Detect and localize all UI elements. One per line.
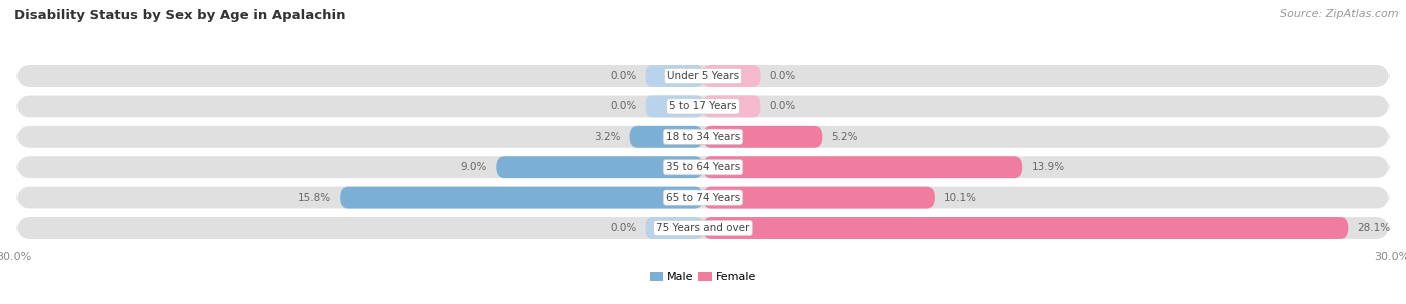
FancyBboxPatch shape [17,126,1389,148]
FancyBboxPatch shape [17,217,1389,239]
FancyBboxPatch shape [645,65,703,87]
Text: 18 to 34 Years: 18 to 34 Years [666,132,740,142]
Text: 0.0%: 0.0% [610,71,637,81]
Legend: Male, Female: Male, Female [645,267,761,287]
Text: 5 to 17 Years: 5 to 17 Years [669,102,737,111]
Text: 3.2%: 3.2% [593,132,620,142]
Text: Disability Status by Sex by Age in Apalachin: Disability Status by Sex by Age in Apala… [14,9,346,22]
Text: 65 to 74 Years: 65 to 74 Years [666,193,740,202]
FancyBboxPatch shape [645,217,703,239]
Text: 35 to 64 Years: 35 to 64 Years [666,162,740,172]
Text: 0.0%: 0.0% [769,71,796,81]
FancyBboxPatch shape [703,95,761,117]
Text: 9.0%: 9.0% [461,162,486,172]
FancyBboxPatch shape [17,187,1389,209]
FancyBboxPatch shape [703,217,1348,239]
FancyBboxPatch shape [703,126,823,148]
Text: 28.1%: 28.1% [1358,223,1391,233]
Text: 10.1%: 10.1% [945,193,977,202]
Text: 75 Years and over: 75 Years and over [657,223,749,233]
FancyBboxPatch shape [703,156,1022,178]
Text: Source: ZipAtlas.com: Source: ZipAtlas.com [1281,9,1399,19]
FancyBboxPatch shape [703,65,761,87]
Text: 0.0%: 0.0% [610,223,637,233]
Text: 5.2%: 5.2% [831,132,858,142]
Text: 13.9%: 13.9% [1032,162,1064,172]
FancyBboxPatch shape [17,65,1389,87]
FancyBboxPatch shape [17,156,1389,178]
FancyBboxPatch shape [496,156,703,178]
Text: 15.8%: 15.8% [298,193,330,202]
FancyBboxPatch shape [630,126,703,148]
Text: Under 5 Years: Under 5 Years [666,71,740,81]
Text: 0.0%: 0.0% [610,102,637,111]
FancyBboxPatch shape [17,95,1389,117]
Text: 0.0%: 0.0% [769,102,796,111]
FancyBboxPatch shape [340,187,703,209]
FancyBboxPatch shape [703,187,935,209]
FancyBboxPatch shape [645,95,703,117]
